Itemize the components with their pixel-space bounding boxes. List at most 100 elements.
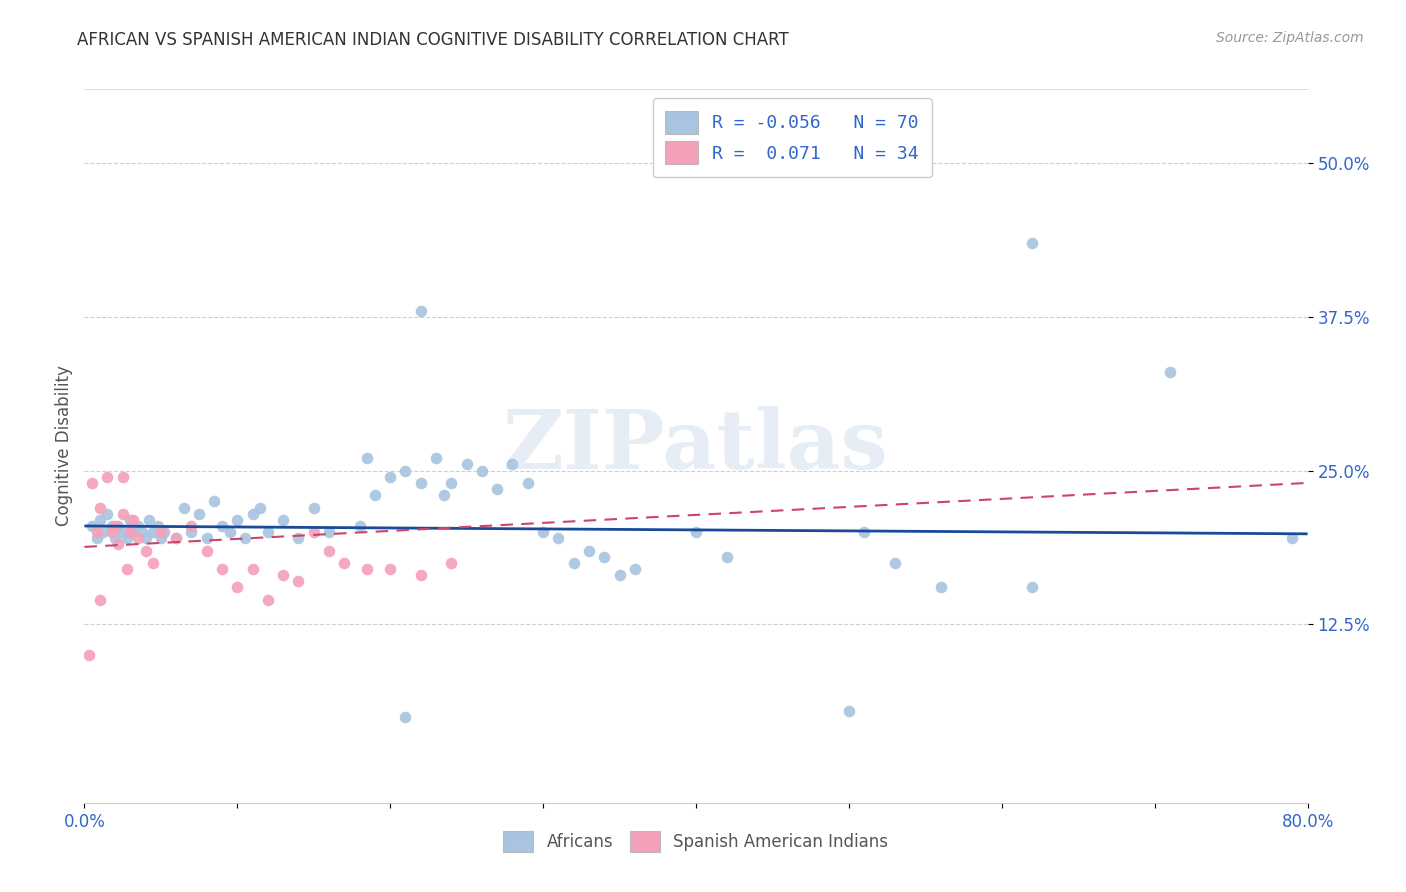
Point — [716, 549, 738, 564]
Point — [195, 531, 218, 545]
Point — [409, 303, 432, 318]
Legend: Africans, Spanish American Indians: Africans, Spanish American Indians — [496, 824, 896, 859]
Point — [531, 525, 554, 540]
Point — [165, 531, 187, 545]
Point — [356, 562, 378, 576]
Point — [80, 519, 103, 533]
Point — [502, 458, 524, 472]
Point — [349, 519, 371, 533]
Point — [120, 525, 142, 540]
Point — [131, 525, 153, 540]
Point — [127, 519, 149, 533]
Point — [685, 525, 707, 540]
Point — [883, 556, 905, 570]
Point — [1021, 235, 1043, 250]
Point — [257, 525, 280, 540]
Point — [562, 556, 585, 570]
Point — [1021, 581, 1043, 595]
Point — [173, 500, 195, 515]
Point — [138, 513, 160, 527]
Point — [86, 525, 108, 540]
Point — [486, 482, 509, 496]
Y-axis label: Cognitive Disability: Cognitive Disability — [55, 366, 73, 526]
Point — [89, 513, 111, 527]
Point — [89, 592, 111, 607]
Point — [226, 513, 249, 527]
Point — [111, 469, 134, 483]
Text: ZIPatlas: ZIPatlas — [503, 406, 889, 486]
Point — [302, 525, 325, 540]
Point — [96, 469, 118, 483]
Point — [115, 531, 138, 545]
Point — [609, 568, 631, 582]
Point — [287, 531, 309, 545]
Point — [380, 562, 402, 576]
Point — [257, 592, 280, 607]
Point — [202, 494, 225, 508]
Point — [409, 475, 432, 490]
Point — [364, 488, 387, 502]
Point — [356, 451, 378, 466]
Point — [624, 562, 647, 576]
Point — [516, 475, 538, 490]
Point — [180, 519, 202, 533]
Point — [1281, 531, 1303, 545]
Point — [302, 500, 325, 515]
Point — [394, 464, 416, 478]
Point — [188, 507, 211, 521]
Point — [115, 562, 138, 576]
Point — [380, 469, 402, 483]
Point — [142, 556, 165, 570]
Point — [91, 525, 114, 540]
Point — [120, 513, 142, 527]
Point — [142, 525, 165, 540]
Point — [165, 531, 187, 545]
Point — [122, 513, 145, 527]
Point — [233, 531, 256, 545]
Point — [195, 543, 218, 558]
Point — [149, 525, 172, 540]
Point — [107, 519, 129, 533]
Text: AFRICAN VS SPANISH AMERICAN INDIAN COGNITIVE DISABILITY CORRELATION CHART: AFRICAN VS SPANISH AMERICAN INDIAN COGNI… — [77, 31, 789, 49]
Point — [127, 531, 149, 545]
Point — [211, 562, 233, 576]
Point — [318, 543, 340, 558]
Point — [146, 519, 169, 533]
Point — [440, 556, 463, 570]
Point — [287, 574, 309, 589]
Point — [394, 709, 416, 723]
Point — [471, 464, 494, 478]
Point — [111, 507, 134, 521]
Point — [333, 556, 356, 570]
Point — [249, 500, 271, 515]
Point — [242, 507, 264, 521]
Point — [838, 704, 860, 718]
Point — [425, 451, 447, 466]
Point — [440, 475, 463, 490]
Point — [929, 581, 952, 595]
Point — [86, 531, 108, 545]
Point — [211, 519, 233, 533]
Point — [101, 519, 124, 533]
Point — [578, 543, 600, 558]
Text: Source: ZipAtlas.com: Source: ZipAtlas.com — [1216, 31, 1364, 45]
Point — [107, 537, 129, 551]
Point — [456, 458, 478, 472]
Point — [433, 488, 456, 502]
Point — [271, 568, 294, 582]
Point — [101, 525, 124, 540]
Point — [226, 581, 249, 595]
Point — [122, 525, 145, 540]
Point — [104, 531, 127, 545]
Point — [218, 525, 240, 540]
Point — [271, 513, 294, 527]
Point — [409, 568, 432, 582]
Point — [104, 519, 127, 533]
Point — [149, 531, 172, 545]
Point — [77, 648, 100, 662]
Point — [80, 475, 103, 490]
Point — [547, 531, 569, 545]
Point — [96, 507, 118, 521]
Point — [853, 525, 876, 540]
Point — [242, 562, 264, 576]
